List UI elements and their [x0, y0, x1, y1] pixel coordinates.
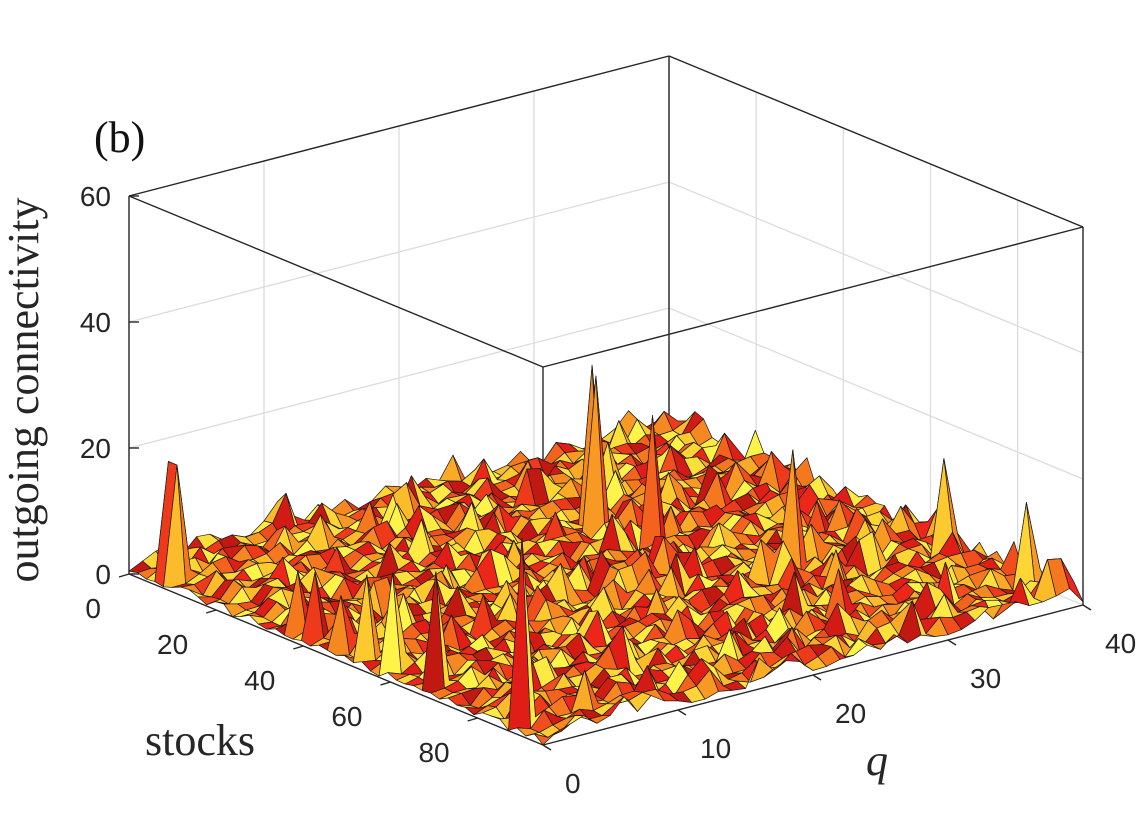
x-tick [205, 609, 217, 614]
x-tick-label: 60 [331, 701, 362, 732]
surface-patch [534, 731, 557, 746]
y-tick [542, 744, 552, 751]
axis-box-edge [128, 55, 670, 197]
z-tick-label: 0 [95, 559, 111, 590]
x-tick-label: 80 [418, 737, 449, 768]
axis-floor-edge [128, 573, 544, 746]
y-tick-label: 10 [700, 733, 731, 764]
y-tick-label: 30 [970, 663, 1001, 694]
x-axis-title: stocks [145, 716, 255, 765]
x-tick [467, 717, 478, 722]
x-tick-label: 40 [244, 665, 275, 696]
y-axis-title: q [866, 736, 888, 785]
y-tick-label: 20 [835, 698, 866, 729]
y-tick [677, 709, 687, 716]
tick-layer: 0 20 40 60 0 20 40 60 80 0 10 20 30 40 [80, 181, 1136, 799]
axis-box-edge [668, 55, 1084, 228]
x-tick [293, 645, 304, 650]
z-tick-label: 60 [80, 181, 111, 212]
y-tick-label: 0 [565, 768, 581, 799]
axis-box-edge [128, 195, 544, 368]
z-gridline [128, 55, 1084, 228]
x-tick [380, 681, 391, 686]
z-tick-label: 20 [80, 433, 111, 464]
x-tick-label: 20 [157, 629, 188, 660]
y-tick [947, 639, 957, 646]
y-tick [1082, 604, 1092, 611]
y-tick-label: 40 [1105, 628, 1136, 659]
x-tick [118, 573, 130, 578]
panel-label: (b) [94, 113, 145, 162]
z-axis-title: outgoing connectivity [0, 198, 48, 583]
z-gridline [128, 181, 1084, 354]
z-tick-label: 40 [80, 307, 111, 338]
grid-layer [128, 55, 1084, 745]
axis-box-edge [542, 226, 1084, 368]
surface-layer [128, 365, 1084, 746]
x-tick-label: 0 [85, 593, 101, 624]
y-tick [812, 674, 822, 681]
